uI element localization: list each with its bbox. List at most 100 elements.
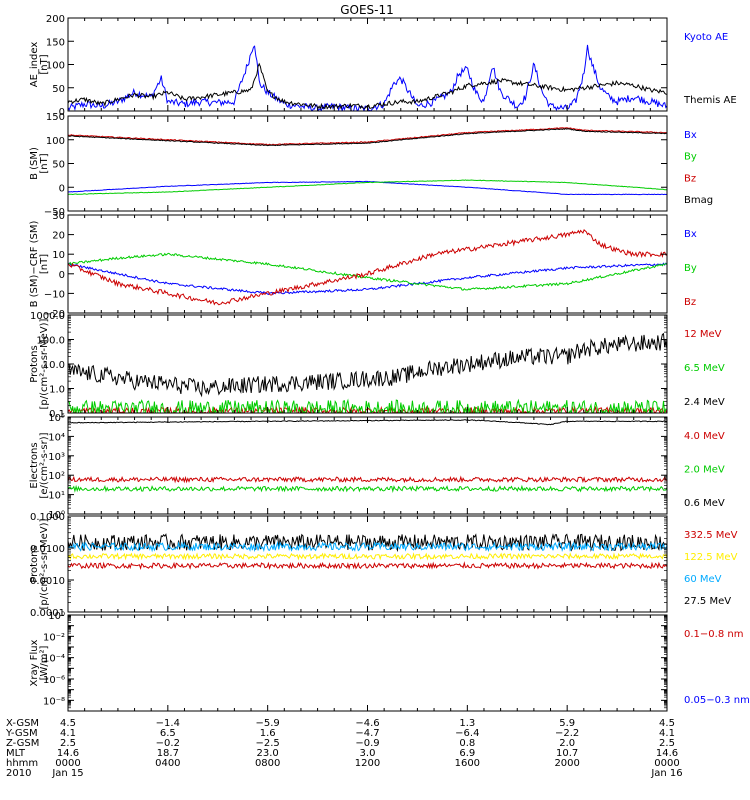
series-line-bx [68,262,667,296]
series-line-kyoto-ae [68,44,667,111]
x-axis-row-label: MLT [6,748,26,759]
legend-entry: Bz [684,173,696,184]
x-axis-value: −0.9 [355,738,379,749]
x-axis-value: 14.6 [57,748,79,759]
y-tick-label: 0 [59,183,65,194]
x-axis-value: 4.5 [60,718,76,729]
legend-entry: 4.0 MeV [684,431,725,442]
y-tick-label: 10 [52,250,65,261]
series-group [68,419,667,493]
series-line-4-0-mev [68,475,667,484]
panel-bsm: −50 0 50 100 150 B (SM) [nT] Bx By Bz Bmag [29,112,713,218]
y-tick-label: 10⁰ [48,510,65,521]
y-tick-label: 10⁻⁸ [43,696,65,707]
y-tick-label: 10.0 [43,360,65,371]
legend-entry: 0.1−0.8 nm [684,629,743,640]
x-axis-value: 0000 [55,758,80,769]
series-line-bz [68,127,667,146]
y-axis-label: [nT] [39,153,50,173]
y-axis-label: Protons [29,345,40,382]
x-axis-row-label: X-GSM [6,718,39,729]
legend-entry: Bmag [684,195,713,206]
x-axis-value: 1200 [355,758,380,769]
legend-entry: 6.5 MeV [684,363,725,374]
series-line-2-4-mev [68,332,667,398]
series-group [68,127,667,196]
x-axis-value: Jan 15 [51,768,83,779]
panel-xray: 10⁻⁸ 10⁻⁶ 10⁻⁴ 10⁻² 10⁰ Xray Flux [W/m²] 0.1−0.… [29,611,750,712]
y-tick-label: 50 [52,84,65,95]
x-axis-value: 0800 [255,758,280,769]
legend-entry: Bz [684,297,696,308]
y-tick-label: 10³ [48,452,65,463]
y-tick-label: 150 [46,37,65,48]
y-axis-label: AE_index [29,42,40,88]
y-tick-label: 100 [46,61,65,72]
x-axis-value: 0400 [155,758,180,769]
series-line-by [68,252,667,291]
y-tick-label: 100 [46,136,65,147]
x-axis-value: 18.7 [157,748,179,759]
y-tick-label: −10 [44,289,65,300]
y-axis-label: [p/(cm²-s-sr-MeV)] [39,318,50,409]
y-tick-label: 1000.0 [30,311,65,322]
legend-entry: 60 MeV [684,574,722,585]
x-axis-value: 0000 [654,758,679,769]
x-axis-value: 5.9 [559,718,575,729]
y-axis-label: [W/m²] [39,645,50,680]
legend-entry: 12 MeV [684,329,722,340]
x-axis-value: 10.7 [556,748,578,759]
y-tick-label: 10¹ [48,491,65,502]
x-axis-value: 2.5 [60,738,76,749]
y-tick-label: 10⁵ [48,413,65,424]
y-axis-label: [nT] [39,254,50,274]
y-tick-label: 50 [52,160,65,171]
x-axis-value: 6.9 [459,748,475,759]
y-axis-label: B (SM) [29,147,40,180]
y-axis-label: [nT] [39,54,50,74]
x-axis-value: 14.6 [656,748,678,759]
y-tick-label: 0.1000 [30,512,65,523]
series-line-themis-ae [68,62,667,110]
legend-entry: 332.5 MeV [684,530,738,541]
legend-entry: Themis AE [683,95,737,106]
legend-entry: By [684,152,697,163]
legend-entry: 0.6 MeV [684,498,725,509]
legend-entry: 27.5 MeV [684,596,731,607]
plot-frame [67,214,668,314]
y-tick-label: 30 [52,211,65,222]
legend-entry: By [684,263,697,274]
y-tick-label: 0 [59,270,65,281]
y-tick-label: 100.0 [36,336,65,347]
x-axis-value: −0.2 [156,738,180,749]
panel-bdiff: −20 −10 0 10 20 30 B (SM)−CRF (SM) [nT] Bx By Bz [29,211,697,320]
y-tick-label: 10⁴ [48,432,65,443]
x-axis-row-label: Y-GSM [5,728,38,739]
y-tick-label: −50 [44,207,65,218]
panel-ae: 0 50 100 150 200 AE_index [nT] Kyoto AE Themis A… [29,14,737,118]
x-axis-value: 4.5 [659,718,675,729]
y-axis-label: Protons [29,545,40,582]
chart-title: GOES-11 [340,3,394,17]
y-tick-label: 0 [59,107,65,118]
plot-frame [67,416,668,515]
y-tick-label: 10⁻⁶ [43,675,65,686]
series-line-2-0-mev [68,484,667,493]
legend-entry: 122.5 MeV [684,552,738,563]
x-axis-value: 1.3 [459,718,475,729]
legend-entry: 0.05−0.3 nm [684,695,750,706]
y-tick-label: −20 [44,309,65,320]
x-axis-value: −4.7 [355,728,379,739]
x-axis-row-label: Z-GSM [6,738,39,749]
x-axis-value: 1600 [455,758,480,769]
y-axis-label: Xray Flux [29,639,40,686]
x-axis-value: 4.1 [659,728,675,739]
series-line-bx [68,180,667,196]
x-axis-value: −2.5 [256,738,280,749]
y-tick-label: 10² [48,471,65,482]
plot-frame [67,314,668,414]
legend-entry: Bx [684,229,697,240]
x-axis-value: 4.1 [60,728,76,739]
y-tick-label: 0.0100 [30,544,65,555]
series-group [68,229,667,306]
